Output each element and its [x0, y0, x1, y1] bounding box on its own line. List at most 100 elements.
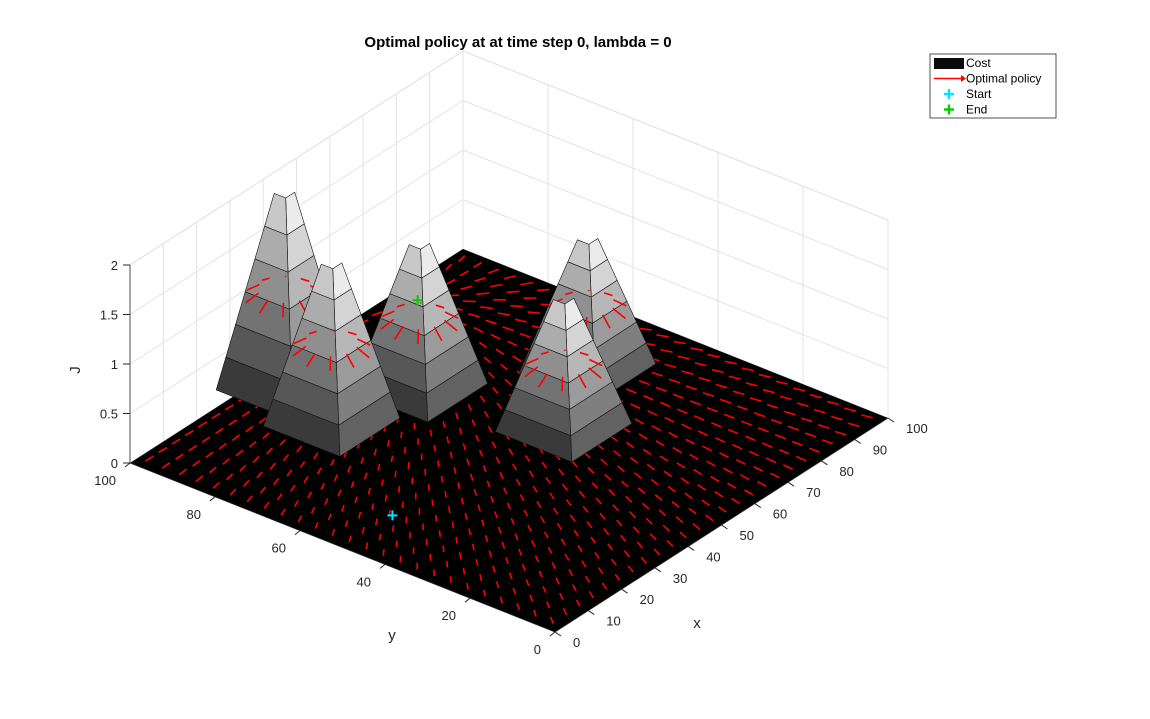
policy-arrow: [569, 514, 576, 522]
policy-arrow: [512, 587, 517, 595]
policy-arrow: [651, 424, 661, 432]
policy-arrow: [475, 434, 480, 442]
policy-arrow: [520, 281, 533, 286]
policy-arrow: [341, 504, 345, 512]
policy-arrow: [462, 567, 466, 575]
policy-arrow: [715, 437, 726, 443]
x-tick-label: 60: [773, 507, 787, 522]
policy-arrow: [694, 362, 707, 367]
policy-arrow: [579, 351, 589, 356]
policy-arrow: [782, 464, 794, 471]
policy-arrow: [779, 395, 792, 401]
policy-arrow: [158, 446, 168, 454]
policy-arrow: [667, 485, 676, 493]
policy-arrow: [354, 496, 358, 504]
policy-arrow: [637, 487, 646, 495]
x-axis-label: x: [693, 615, 701, 632]
policy-arrow: [528, 470, 535, 478]
policy-arrow: [655, 386, 667, 393]
policy-arrow: [587, 466, 595, 474]
policy-arrow: [702, 445, 712, 452]
policy-arrow: [514, 533, 519, 541]
policy-arrow: [258, 417, 267, 424]
x-tick-mark: [554, 631, 562, 637]
policy-arrow: [395, 540, 398, 548]
policy-arrow: [316, 467, 322, 475]
policy-arrow: [604, 473, 612, 481]
policy-arrow: [770, 418, 783, 425]
policy-arrow: [582, 505, 589, 513]
policy-arrow: [451, 521, 455, 529]
policy-arrow: [707, 353, 720, 358]
y-tick-mark: [464, 597, 471, 603]
policy-arrow: [205, 451, 214, 459]
legend-item: Optimal policy: [934, 72, 1041, 86]
policy-arrow: [659, 455, 669, 462]
policy-arrow: [490, 333, 501, 340]
policy-arrow: [259, 486, 267, 494]
policy-arrow: [327, 513, 332, 521]
policy-arrow: [297, 515, 303, 523]
policy-arrow: [791, 440, 803, 447]
policy-arrow: [462, 443, 467, 451]
policy-arrow: [491, 441, 497, 449]
policy-arrow: [556, 522, 563, 531]
policy-arrow: [679, 531, 687, 539]
policy-arrow: [192, 460, 201, 467]
policy-arrow: [761, 442, 773, 448]
policy-arrow: [502, 326, 514, 332]
arrowhead-icon: [961, 75, 966, 82]
policy-arrow: [348, 535, 352, 543]
policy-arrow: [284, 275, 287, 278]
policy-arrow: [462, 300, 476, 303]
policy-arrow: [560, 538, 566, 546]
policy-arrow: [621, 480, 629, 488]
policy-arrow: [398, 486, 401, 493]
policy-arrow: [584, 575, 591, 583]
policy-arrow: [627, 565, 634, 573]
policy-arrow: [378, 533, 382, 541]
policy-arrow: [365, 542, 369, 550]
policy-arrow: [433, 326, 443, 341]
policy-arrow: [449, 451, 453, 459]
policy-arrow: [358, 511, 362, 519]
policy-arrow: [625, 388, 637, 394]
policy-arrow: [821, 439, 834, 445]
legend-item: End: [944, 103, 987, 117]
policy-arrow: [470, 473, 474, 481]
policy-arrow: [660, 348, 673, 353]
policy-arrow: [731, 443, 743, 450]
policy-arrow: [344, 520, 349, 528]
policy-arrow: [727, 428, 739, 435]
policy-arrow: [646, 463, 656, 471]
policy-arrow: [459, 270, 469, 277]
policy-arrow: [647, 409, 658, 416]
policy-arrow: [654, 494, 663, 501]
policy-arrow: [501, 541, 506, 549]
policy-arrow: [178, 468, 187, 476]
policy-arrow: [597, 567, 604, 575]
policy-arrow: [171, 438, 181, 445]
y-tick-mark: [124, 462, 131, 468]
policy-arrow: [488, 550, 492, 558]
policy-arrow: [628, 511, 636, 519]
policy-arrow: [558, 468, 565, 476]
policy-arrow: [279, 438, 286, 446]
policy-arrow: [562, 608, 568, 616]
policy-arrow: [248, 440, 257, 448]
policy-arrow: [612, 504, 619, 512]
y-axis-line: [129, 462, 556, 633]
z-tick-label: 1.5: [100, 308, 118, 323]
policy-arrow: [590, 536, 597, 544]
policy-arrow: [299, 460, 306, 468]
policy-arrow: [261, 277, 270, 282]
policy-arrow: [603, 527, 610, 536]
policy-arrow: [636, 541, 644, 549]
policy-arrow: [630, 403, 641, 410]
policy-arrow: [587, 289, 590, 292]
policy-arrow: [555, 577, 560, 585]
policy-arrow: [655, 440, 665, 447]
y-tick-mark: [209, 496, 216, 502]
policy-arrow: [345, 353, 355, 368]
policy-arrow: [330, 458, 335, 466]
